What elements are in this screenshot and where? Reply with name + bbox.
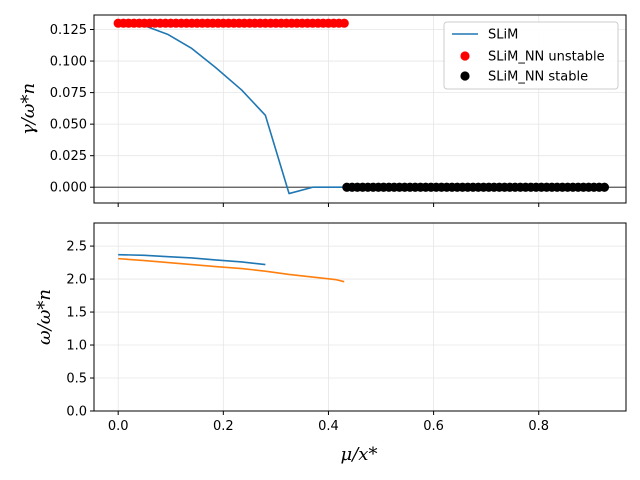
growth-rate-panel: 0.000 0.025 0.050 0.075 0.100 0.125 γ/ω*n SLi… <box>18 14 627 207</box>
top-ticks: 0.000 0.025 0.050 0.075 0.100 0.125 <box>50 23 540 207</box>
y-tick-label: 2.0 <box>66 273 87 288</box>
bottom-axes-frame <box>93 222 627 412</box>
y-tick-label: 1.5 <box>66 306 87 321</box>
y-tick-label: 0.050 <box>50 118 87 133</box>
y-tick-label: 0.125 <box>50 23 87 38</box>
y-tick-label: 0.075 <box>50 86 87 101</box>
bottom-ticks: 0.0 0.2 0.4 0.6 0.8 0.0 0.5 1.0 1.5 2.0 2.5 <box>66 240 549 434</box>
legend-swatch-nn-stable <box>460 71 470 81</box>
scatter-series-2 <box>342 182 610 192</box>
bottom-xlabel: μ/x* <box>341 444 378 465</box>
legend-label-nn-stable: SLiM_NN stable <box>488 70 588 85</box>
x-tick-label: 0.2 <box>213 419 234 434</box>
x-tick-label: 0.0 <box>108 419 129 434</box>
scatter-point <box>339 18 349 28</box>
y-tick-label: 2.5 <box>66 240 87 255</box>
scatter-point <box>599 182 610 192</box>
y-tick-label: 0.0 <box>66 405 87 420</box>
top-series-group <box>113 18 610 195</box>
x-tick-label: 0.6 <box>423 419 444 434</box>
top-ylabel: γ/ω*n <box>18 83 39 135</box>
line-series-0 <box>118 253 266 266</box>
y-tick-label: 1.0 <box>66 339 87 354</box>
x-tick-label: 0.4 <box>318 419 339 434</box>
legend-label-nn-unstable: SLiM_NN unstable <box>488 50 605 65</box>
frequency-panel: 0.0 0.2 0.4 0.6 0.80.00.51.01.52.02.5 ω/ω*n … <box>34 222 627 465</box>
legend-swatch-nn-unstable <box>460 51 470 61</box>
y-tick-label: 0.025 <box>50 149 87 164</box>
legend-box <box>443 21 619 90</box>
x-tick-label: 0.8 <box>528 419 549 434</box>
scatter-series-1 <box>113 18 349 28</box>
legend-label-slim: SLiM <box>488 28 518 43</box>
y-tick-label: 0.5 <box>66 372 87 387</box>
top-axes-frame <box>93 14 627 204</box>
bottom-series-group <box>118 253 345 283</box>
line-series-1 <box>118 257 345 283</box>
y-tick-label: 0.100 <box>50 55 87 70</box>
bottom-ylabel: ω/ω*n <box>34 289 55 345</box>
legend: SLiM SLiM_NN unstable SLiM_NN stable <box>443 21 619 90</box>
y-tick-label: 0.000 <box>50 181 87 196</box>
